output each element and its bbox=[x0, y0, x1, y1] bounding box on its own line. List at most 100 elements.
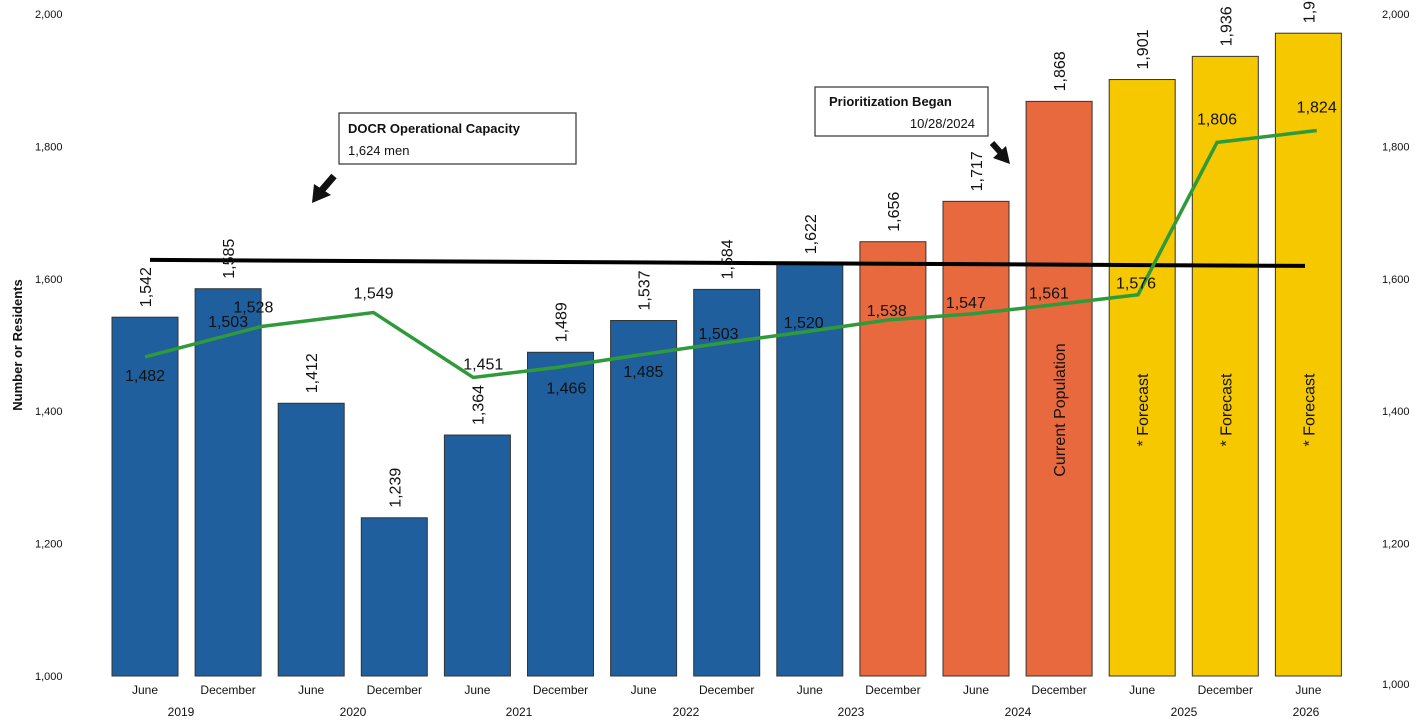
prioritization-arrow-shaft bbox=[989, 140, 1004, 156]
line-value-label: 1,549 bbox=[354, 286, 394, 303]
bar bbox=[610, 320, 678, 677]
x-year-label: 2020 bbox=[340, 705, 367, 719]
prioritization-annotation-title: Prioritization Began bbox=[829, 94, 952, 109]
bar bbox=[1191, 55, 1259, 677]
x-year-label: 2026 bbox=[1293, 705, 1320, 719]
bar bbox=[1108, 79, 1176, 677]
y-tick-left: 1,400 bbox=[35, 406, 63, 418]
x-category-label: December bbox=[533, 683, 588, 697]
y-axis-label: Number or Residents bbox=[10, 279, 25, 410]
x-category-label: June bbox=[298, 683, 324, 697]
bar-value-label: 1,936 bbox=[1218, 6, 1235, 46]
bar-value-label: 1,364 bbox=[470, 385, 487, 425]
prioritization-annotation-sub: 10/28/2024 bbox=[910, 116, 975, 131]
bar bbox=[443, 434, 511, 677]
bar-value-label: 1,622 bbox=[803, 214, 820, 254]
bar bbox=[859, 241, 927, 677]
line-value-label: 1,561 bbox=[1029, 286, 1069, 303]
y-tick-left: 1,000 bbox=[35, 671, 63, 683]
x-year-label: 2021 bbox=[506, 705, 533, 719]
x-category-label: December bbox=[367, 683, 422, 697]
line-value-label: 1,503 bbox=[699, 326, 739, 343]
x-category-label: December bbox=[1198, 683, 1253, 697]
bar-value-label: 1,542 bbox=[138, 267, 155, 307]
x-category-label: June bbox=[1129, 683, 1155, 697]
y-axis-ticks: 1,000 1,200 1,400 1,600 1,800 2,000 1,000 1,200… bbox=[10, 9, 1410, 691]
bar bbox=[1274, 32, 1342, 677]
y-tick-right: 1,400 bbox=[1382, 406, 1410, 418]
capacity-arrow-head bbox=[312, 184, 331, 203]
line-value-label: 1,528 bbox=[233, 299, 273, 316]
capacity-arrow-shaft bbox=[319, 173, 337, 193]
bar-value-label: 1,412 bbox=[304, 353, 321, 393]
bar bbox=[527, 351, 594, 677]
line-value-label: 1,576 bbox=[1116, 276, 1156, 293]
bar bbox=[360, 517, 428, 677]
x-year-label: 2019 bbox=[168, 705, 195, 719]
capacity-line-group bbox=[149, 257, 1306, 268]
bar bbox=[277, 402, 345, 677]
bar-value-label: 1,656 bbox=[886, 192, 903, 232]
x-axis: June December June December June December June… bbox=[132, 683, 1322, 719]
bar-value-label: 1,537 bbox=[637, 270, 654, 310]
line-value-label: 1,538 bbox=[867, 303, 907, 320]
bar bbox=[942, 200, 1010, 677]
line-value-label: 1,482 bbox=[125, 368, 165, 385]
bar-value-label: 1,971 bbox=[1301, 0, 1318, 23]
x-category-label: June bbox=[1295, 683, 1321, 697]
line-value-label: 1,466 bbox=[546, 381, 586, 398]
y-tick-left: 1,600 bbox=[35, 274, 63, 286]
line-value-label: 1,520 bbox=[784, 315, 824, 332]
bar-inner-label: * Forecast bbox=[1301, 373, 1318, 446]
y-tick-left: 2,000 bbox=[35, 9, 63, 21]
line-value-label: 1,451 bbox=[463, 356, 503, 373]
bar-value-label: 1,585 bbox=[221, 239, 238, 279]
y-tick-right: 2,000 bbox=[1382, 9, 1410, 21]
prioritization-arrow-head bbox=[993, 146, 1010, 164]
x-category-label: December bbox=[865, 683, 920, 697]
bar-inner-label: * Forecast bbox=[1218, 373, 1235, 446]
x-year-label: 2025 bbox=[1171, 705, 1198, 719]
line-value-label-extra: 1,503 bbox=[208, 314, 248, 331]
bar-value-label: 1,901 bbox=[1135, 29, 1152, 69]
x-category-label: December bbox=[200, 683, 255, 697]
y-tick-right: 1,000 bbox=[1382, 679, 1410, 691]
capacity-annotation-sub: 1,624 men bbox=[348, 143, 409, 158]
y-tick-right: 1,600 bbox=[1382, 274, 1410, 286]
bar-value-label: 1,239 bbox=[387, 468, 404, 508]
bar-value-label: 1,489 bbox=[554, 302, 571, 342]
bar bbox=[693, 288, 761, 677]
x-year-label: 2024 bbox=[1005, 705, 1032, 719]
value-labels: 1,542 1,585 1,412 1,239 1,364 1,489 1,537 1,584… bbox=[125, 0, 1337, 508]
y-tick-left: 1,800 bbox=[35, 141, 63, 153]
x-category-label: June bbox=[797, 683, 823, 697]
x-category-label: June bbox=[631, 683, 657, 697]
x-category-label: June bbox=[464, 683, 490, 697]
line-value-label: 1,806 bbox=[1197, 111, 1237, 128]
bar bbox=[194, 288, 262, 677]
bar-inner-label: Current Population bbox=[1052, 343, 1069, 476]
y-tick-right: 1,200 bbox=[1382, 539, 1410, 551]
line-value-label: 1,547 bbox=[946, 295, 986, 312]
bar-series bbox=[111, 32, 1342, 677]
bar bbox=[111, 316, 179, 677]
y-tick-right: 1,800 bbox=[1382, 141, 1410, 153]
bar-value-label: 1,868 bbox=[1052, 51, 1069, 91]
bar-value-label: 1,717 bbox=[969, 151, 986, 191]
annotations: DOCR Operational Capacity 1,624 men Priori… bbox=[312, 86, 1010, 203]
capacity-line bbox=[149, 257, 1306, 268]
x-year-label: 2023 bbox=[838, 705, 865, 719]
capacity-annotation-title: DOCR Operational Capacity bbox=[348, 121, 521, 136]
bar bbox=[1025, 100, 1093, 677]
x-category-label: December bbox=[699, 683, 754, 697]
x-category-label: December bbox=[1031, 683, 1086, 697]
x-category-label: June bbox=[132, 683, 158, 697]
bar-value-label: 1,584 bbox=[720, 239, 737, 279]
line-value-label: 1,824 bbox=[1297, 100, 1337, 117]
bar-inner-label: * Forecast bbox=[1135, 373, 1152, 446]
line-value-label: 1,485 bbox=[623, 364, 663, 381]
green-line-series bbox=[144, 128, 1317, 380]
x-year-label: 2022 bbox=[673, 705, 700, 719]
y-tick-left: 1,200 bbox=[35, 539, 63, 551]
